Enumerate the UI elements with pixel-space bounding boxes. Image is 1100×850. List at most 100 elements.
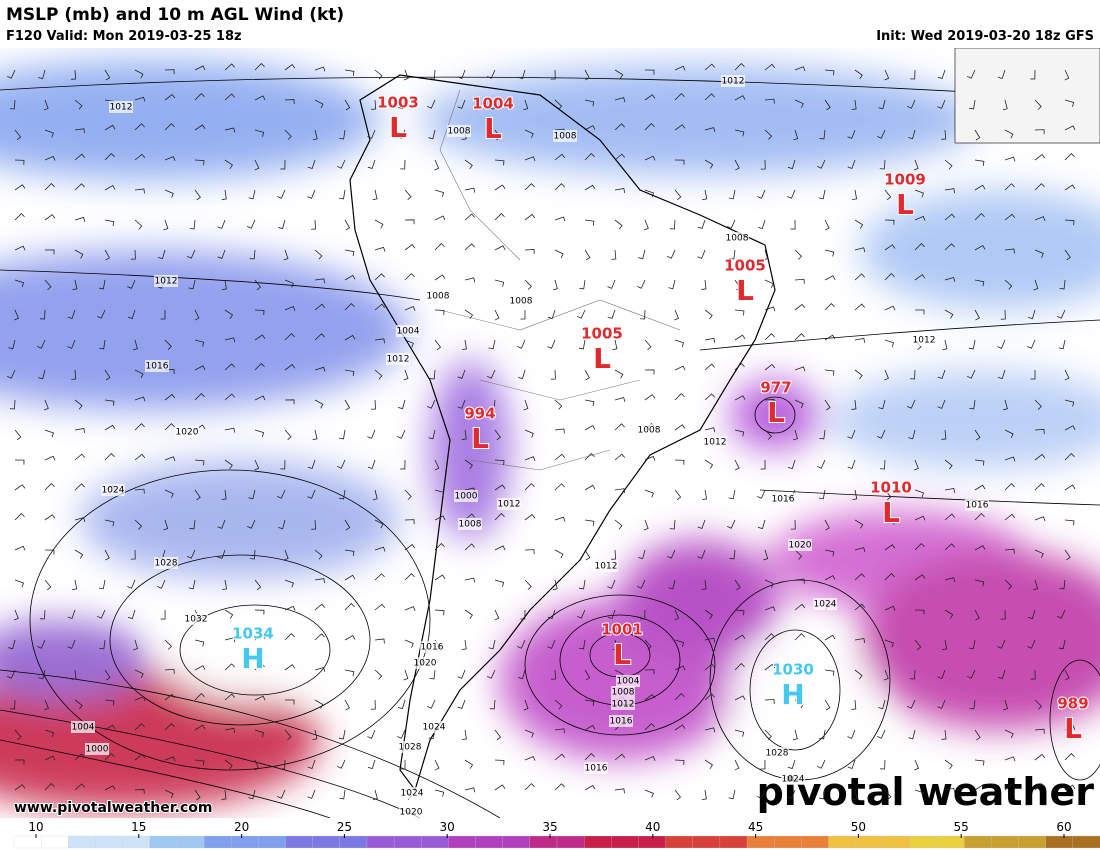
wind-barb xyxy=(554,699,563,710)
wind-barb xyxy=(404,606,416,611)
wind-barb xyxy=(1064,369,1070,381)
colorbar-tick-label: 60 xyxy=(1056,820,1071,834)
wind-barb xyxy=(884,489,892,501)
wind-barb xyxy=(163,219,169,231)
wind-barb xyxy=(429,669,436,680)
wind-barb xyxy=(280,459,286,470)
wind-barb xyxy=(824,369,835,376)
wind-barb xyxy=(614,396,626,402)
wind-barb xyxy=(134,69,144,79)
wind-barb xyxy=(312,729,318,741)
wind-barb xyxy=(884,369,889,381)
wind-barb xyxy=(104,452,115,461)
wind-barb xyxy=(72,579,78,591)
wind-barb xyxy=(884,69,890,81)
isobar-label: 1008 xyxy=(638,426,661,436)
wind-barb xyxy=(824,334,836,341)
wind-barb xyxy=(614,453,626,461)
wind-barb xyxy=(584,784,596,791)
wind-barb xyxy=(787,189,796,199)
colorbar-tick-label: 40 xyxy=(645,820,660,834)
wind-barb xyxy=(194,459,205,466)
wind-barb xyxy=(194,339,205,347)
wind-barb xyxy=(974,545,986,551)
wind-barb xyxy=(942,639,948,651)
wind-barb xyxy=(674,609,680,621)
wind-barb xyxy=(67,309,76,320)
wind-barb xyxy=(71,369,77,380)
isobar-label-bg xyxy=(109,101,133,113)
wind-barb xyxy=(734,662,745,671)
wind-barb xyxy=(547,339,556,349)
wind-barb xyxy=(374,246,386,252)
wind-barb xyxy=(344,69,355,76)
wind-barb xyxy=(254,129,265,137)
wind-barb xyxy=(314,333,325,341)
wind-barb xyxy=(404,273,415,281)
pressure-letter: L xyxy=(896,188,914,221)
wind-barb xyxy=(284,605,296,611)
wind-barb xyxy=(644,789,654,798)
wind-barbs xyxy=(7,62,1076,801)
wind-barb xyxy=(374,546,386,552)
wind-barb xyxy=(494,184,506,191)
wind-barb xyxy=(284,729,292,741)
colorbar-swatch xyxy=(95,835,124,849)
colorbar-tick-label: 50 xyxy=(851,820,866,834)
wind-barb xyxy=(217,219,226,229)
wind-barb xyxy=(908,729,916,740)
wind-barb xyxy=(222,579,228,591)
wind-barb xyxy=(614,69,624,79)
wind-barb xyxy=(434,309,445,315)
wind-barb xyxy=(674,459,685,465)
wind-barb xyxy=(854,519,864,529)
isobar-label: 1028 xyxy=(155,559,178,569)
wind-barb xyxy=(644,369,655,375)
wind-barb xyxy=(697,219,706,229)
wind-barb xyxy=(914,543,925,551)
wind-barb xyxy=(607,579,616,589)
wind-barb xyxy=(764,63,776,71)
wind-barb xyxy=(372,489,378,501)
isobar-label-bg xyxy=(398,741,422,753)
wind-barb xyxy=(39,609,46,620)
wind-barb xyxy=(403,369,409,381)
wind-barb xyxy=(494,309,500,321)
wind-barb xyxy=(523,699,529,711)
isobar-label-bg xyxy=(399,806,423,818)
wind-barb xyxy=(704,663,716,671)
wind-barb xyxy=(914,515,926,521)
colorbar-swatch xyxy=(882,835,911,849)
wind-barb xyxy=(644,669,655,675)
wind-barb xyxy=(910,69,916,80)
wind-barb xyxy=(194,665,206,671)
wind-barb xyxy=(914,243,925,251)
wind-barb xyxy=(937,69,946,80)
wind-barb xyxy=(884,605,896,611)
wind-barb xyxy=(818,189,826,200)
wind-barb xyxy=(884,305,896,311)
wind-barb xyxy=(224,459,233,470)
wind-barb xyxy=(134,153,146,161)
wind-barb xyxy=(524,549,535,555)
isobar-label: 1000 xyxy=(455,492,478,502)
title: MSLP (mb) and 10 m AGL Wind (kt) xyxy=(6,5,344,25)
wind-barb xyxy=(757,489,766,499)
isobar-label-bg xyxy=(396,325,420,337)
wind-barb xyxy=(464,277,476,283)
wind-barb xyxy=(1064,519,1075,526)
wind-barb xyxy=(457,699,466,709)
wind-barb xyxy=(8,339,16,350)
wind-barb xyxy=(99,639,106,650)
wind-barb xyxy=(74,517,86,523)
isobar-label-bg xyxy=(553,130,577,142)
wind-barb xyxy=(224,63,236,71)
wind-barb xyxy=(104,785,116,791)
wind-barb xyxy=(434,789,445,797)
wind-barb xyxy=(314,699,324,709)
wind-barb xyxy=(704,759,714,769)
wind-barb xyxy=(307,759,316,770)
wind-barb xyxy=(877,729,886,739)
wind-barb xyxy=(404,219,415,225)
wind-barb xyxy=(974,212,985,221)
